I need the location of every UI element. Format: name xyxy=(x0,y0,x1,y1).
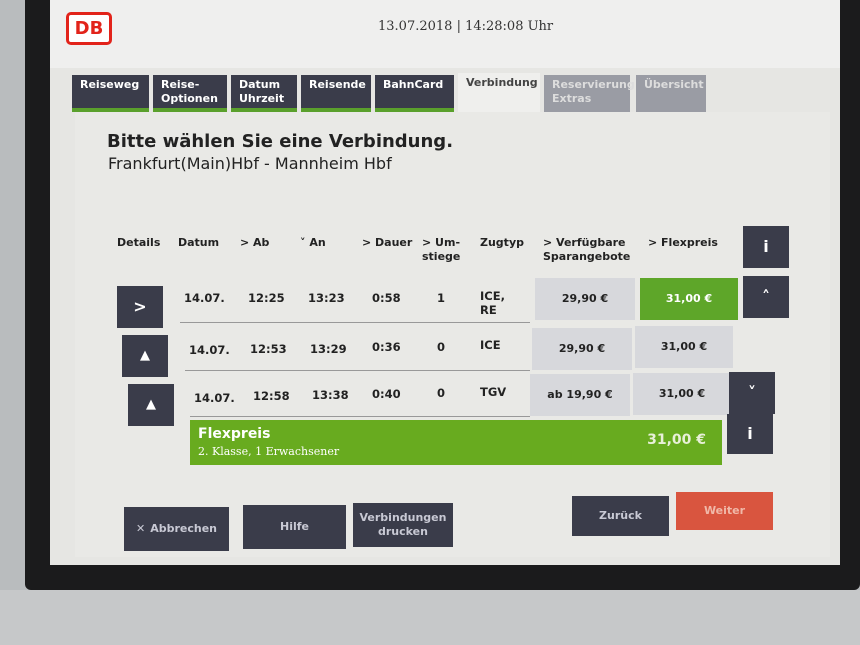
col-ab[interactable]: > Ab xyxy=(240,236,270,249)
spar-price[interactable]: ab 19,90 € xyxy=(530,374,630,416)
cancel-button[interactable]: ✕ Abbrechen xyxy=(124,507,229,551)
warning-icon[interactable]: ▲ xyxy=(122,335,168,377)
header: DB 13.07.2018 | 14:28:08 Uhr xyxy=(50,0,840,68)
flex-price[interactable]: 31,00 € xyxy=(635,326,733,368)
tab-uebersicht[interactable]: Übersicht xyxy=(636,75,706,112)
next-button[interactable]: Weiter xyxy=(676,492,773,530)
row-dauer: 0:36 xyxy=(372,340,401,354)
close-icon: ✕ xyxy=(135,522,146,535)
info-icon[interactable]: i xyxy=(727,414,773,454)
selection-price: 31,00 € xyxy=(647,432,706,448)
print-connections-button[interactable]: Verbindungen drucken xyxy=(353,503,453,547)
chevron-right-icon[interactable]: > xyxy=(117,286,163,328)
row-ab: 12:53 xyxy=(250,342,287,356)
db-logo: DB xyxy=(66,12,112,45)
row-umstiege: 1 xyxy=(437,291,446,305)
tab-reisende[interactable]: Reisende xyxy=(301,75,371,112)
row-datum: 14.07. xyxy=(194,391,235,405)
row-an: 13:38 xyxy=(312,388,349,402)
datetime: 13.07.2018 | 14:28:08 Uhr xyxy=(378,19,554,34)
row-ab: 12:58 xyxy=(253,389,290,403)
selection-name: Flexpreis xyxy=(198,426,271,442)
info-icon[interactable]: i xyxy=(743,226,789,268)
row-datum: 14.07. xyxy=(189,343,230,357)
row-ab: 12:25 xyxy=(248,291,285,305)
row-zugtyp: ICE xyxy=(480,338,501,352)
help-button[interactable]: Hilfe xyxy=(243,505,346,549)
row-umstiege: 0 xyxy=(437,386,446,400)
spar-price[interactable]: 29,90 € xyxy=(535,278,635,320)
row-zugtyp: ICE, RE xyxy=(480,289,505,317)
selection-detail: 2. Klasse, 1 Erwachsener xyxy=(198,445,340,458)
chevron-down-icon[interactable]: ˅ xyxy=(729,372,775,414)
col-umstiege[interactable]: > Um- stiege xyxy=(422,236,461,263)
col-flexpreis[interactable]: > Flexpreis xyxy=(648,236,718,249)
row-an: 13:23 xyxy=(308,291,345,305)
row-divider xyxy=(190,416,530,417)
flex-price-selected[interactable]: 31,00 € xyxy=(640,278,738,320)
row-dauer: 0:40 xyxy=(372,387,401,401)
screen: DB 13.07.2018 | 14:28:08 Uhr Reiseweg Re… xyxy=(50,0,840,565)
page-title: Bitte wählen Sie eine Verbindung. xyxy=(107,131,454,152)
row-divider xyxy=(180,322,530,323)
col-sparangebote[interactable]: > Verfügbare Sparangebote xyxy=(543,236,631,263)
cancel-label: Abbrechen xyxy=(150,522,217,535)
tab-reise-optionen[interactable]: Reise- Optionen xyxy=(153,75,227,112)
back-button[interactable]: Zurück xyxy=(572,496,669,536)
row-zugtyp: TGV xyxy=(480,385,507,399)
selection-summary: Flexpreis 2. Klasse, 1 Erwachsener 31,00… xyxy=(190,420,722,465)
col-zugtyp: Zugtyp xyxy=(480,236,524,249)
tab-datum-uhrzeit[interactable]: Datum Uhrzeit xyxy=(231,75,297,112)
col-an[interactable]: ˅ An xyxy=(300,236,326,249)
row-dauer: 0:58 xyxy=(372,291,401,305)
tab-verbindung[interactable]: Verbindung xyxy=(458,73,540,113)
row-divider xyxy=(185,370,530,371)
col-details: Details xyxy=(117,236,161,249)
row-umstiege: 0 xyxy=(437,340,446,354)
warning-icon[interactable]: ▲ xyxy=(128,384,174,426)
chevron-up-icon[interactable]: ˄ xyxy=(743,276,789,318)
tab-bahncard[interactable]: BahnCard xyxy=(375,75,454,112)
col-dauer[interactable]: > Dauer xyxy=(362,236,413,249)
row-an: 13:29 xyxy=(310,342,347,356)
flex-price[interactable]: 31,00 € xyxy=(633,373,731,415)
col-datum[interactable]: Datum xyxy=(178,236,220,249)
tab-reiseweg[interactable]: Reiseweg xyxy=(72,75,149,112)
row-datum: 14.07. xyxy=(184,291,225,305)
spar-price[interactable]: 29,90 € xyxy=(532,328,632,370)
terminal-frame xyxy=(0,590,860,645)
route: Frankfurt(Main)Hbf - Mannheim Hbf xyxy=(108,154,392,173)
tab-reservierung-extras[interactable]: Reservierung Extras xyxy=(544,75,635,112)
